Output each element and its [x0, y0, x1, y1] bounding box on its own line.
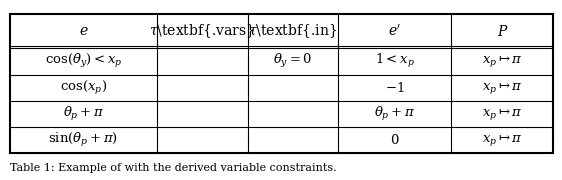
Text: $x_p \mapsto \pi$: $x_p \mapsto \pi$	[482, 106, 523, 122]
Text: $\theta_p + \pi$: $\theta_p + \pi$	[63, 105, 104, 123]
Text: $\cos(\theta_y) < x_p$: $\cos(\theta_y) < x_p$	[45, 52, 122, 70]
Text: $-1$: $-1$	[385, 81, 405, 95]
Text: $1 < x_p$: $1 < x_p$	[375, 52, 415, 70]
Text: $x_p \mapsto \pi$: $x_p \mapsto \pi$	[482, 132, 523, 148]
Text: $e'$: $e'$	[388, 23, 401, 39]
Text: $x_p \mapsto \pi$: $x_p \mapsto \pi$	[482, 80, 523, 96]
Text: $\theta_y = 0$: $\theta_y = 0$	[273, 52, 312, 70]
Text: $\tau$\textbf{.vars}: $\tau$\textbf{.vars}	[149, 22, 255, 40]
Text: $x_p \mapsto \pi$: $x_p \mapsto \pi$	[482, 53, 523, 69]
Text: $\sin(\theta_p + \pi)$: $\sin(\theta_p + \pi)$	[48, 131, 119, 149]
Text: $P$: $P$	[496, 24, 508, 39]
Text: $\theta_p + \pi$: $\theta_p + \pi$	[374, 105, 415, 123]
Text: $\cos(x_p)$: $\cos(x_p)$	[60, 79, 107, 97]
Text: $0$: $0$	[390, 133, 400, 147]
Text: Table 1: Example of with the derived variable constraints.: Table 1: Example of with the derived var…	[10, 163, 337, 173]
Text: $\tau$\textbf{.in}: $\tau$\textbf{.in}	[248, 22, 338, 40]
Text: $e$: $e$	[79, 24, 88, 38]
